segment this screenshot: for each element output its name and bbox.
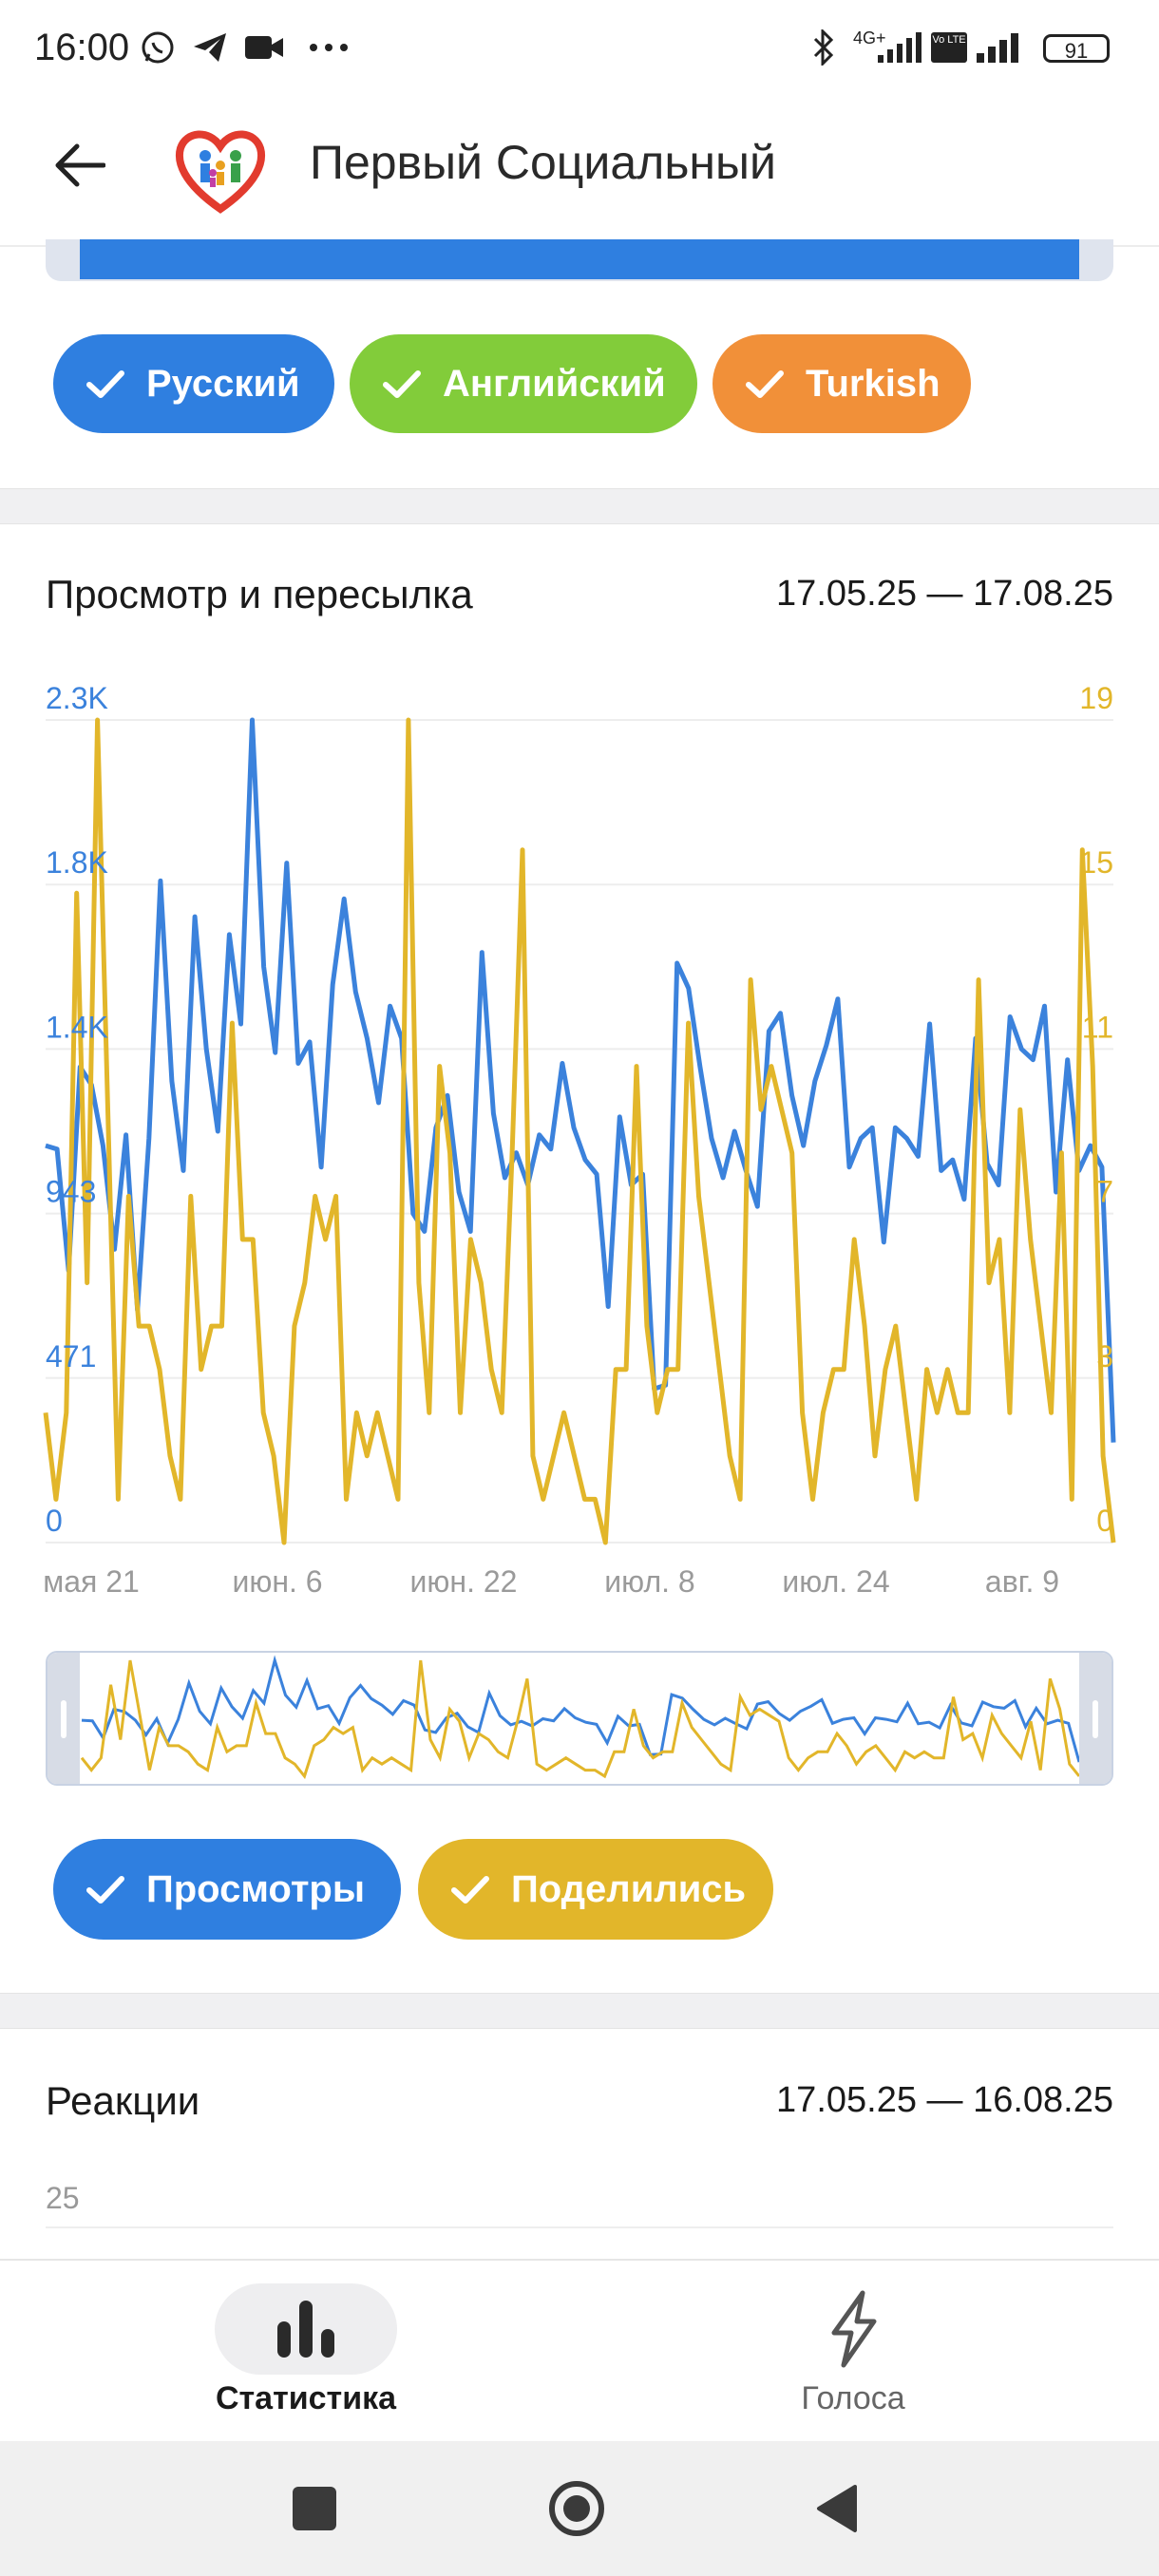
battery-icon: 91: [1043, 34, 1110, 63]
chip-label: Русский: [146, 362, 300, 405]
toggle-label: Просмотры: [146, 1867, 366, 1910]
check-icon: [86, 370, 124, 398]
toggle-views[interactable]: Просмотры: [53, 1839, 401, 1940]
date-range[interactable]: 17.05.25 — 16.08.25: [776, 2080, 1113, 2120]
volte-icon: Vo LTE: [931, 32, 967, 63]
x-tick-label: июл. 8: [604, 1564, 694, 1599]
y-left-tick-label: 0: [46, 1504, 63, 1538]
y-tick-label: 25: [46, 2181, 80, 2215]
nav-label-statistics[interactable]: Статистика: [215, 2380, 397, 2416]
views-shares-chart[interactable]: 0 0 471 3 943 7 1.4K 11 1.8K 15 2.3K 19 мая 21 июн. 6…: [0, 665, 1159, 1615]
y-right-tick-label: 19: [1079, 681, 1113, 715]
x-tick-label: мая 21: [43, 1564, 140, 1599]
date-range[interactable]: 17.05.25 — 17.08.25: [776, 574, 1113, 614]
heart-family-logo: [171, 120, 270, 218]
section-divider: [0, 488, 1159, 524]
bottom-nav: [0, 2259, 1159, 2443]
check-icon: [86, 1876, 124, 1904]
language-chip-english[interactable]: Английский: [350, 334, 697, 433]
square-icon[interactable]: [293, 2487, 336, 2530]
nav-item-votes[interactable]: [819, 2289, 887, 2369]
chart-mini-map[interactable]: [46, 1651, 1113, 1786]
x-tick-label: авг. 9: [985, 1564, 1059, 1599]
mini-map-right-handle[interactable]: [1079, 1653, 1112, 1784]
y-right-tick-label: 7: [1096, 1175, 1113, 1209]
series-line-views: [45, 717, 1116, 1443]
mini-series-views: [81, 1655, 1081, 1763]
y-left-tick-label: 2.3K: [46, 681, 108, 715]
check-icon: [451, 1876, 489, 1904]
x-tick-label: июл. 24: [782, 1564, 889, 1599]
telegram-icon: [190, 28, 230, 66]
toggle-label: Поделились: [511, 1867, 747, 1910]
check-icon: [383, 370, 421, 398]
circle-home-icon[interactable]: [547, 2479, 606, 2538]
more-icon: [308, 28, 350, 66]
y-right-tick-label: 15: [1079, 845, 1113, 880]
page-title: Первый Социальный: [310, 136, 776, 189]
x-tick-label: июн. 22: [410, 1564, 518, 1599]
nav-label-votes[interactable]: Голоса: [801, 2380, 905, 2416]
mini-series-shares: [80, 1659, 1081, 1780]
y-right-tick-label: 3: [1096, 1339, 1113, 1373]
video-icon: [243, 28, 285, 66]
y-left-tick-label: 471: [46, 1339, 96, 1373]
back-button[interactable]: [42, 127, 118, 203]
y-left-tick-label: 943: [46, 1175, 96, 1209]
y-right-tick-label: 11: [1082, 1010, 1113, 1044]
lightning-icon: [831, 2290, 877, 2368]
y-right-tick-label: 0: [1096, 1504, 1113, 1538]
x-tick-label: июн. 6: [232, 1564, 322, 1599]
mini-map-left-handle[interactable]: [48, 1653, 80, 1784]
signal-icon: [975, 28, 1028, 66]
chip-label: Turkish: [806, 362, 940, 405]
network-type-label: 4G+: [853, 28, 886, 47]
triangle-back-icon[interactable]: [813, 2483, 861, 2534]
language-chip-russian[interactable]: Русский: [53, 334, 334, 433]
range-selector-fill: [80, 239, 1079, 279]
language-chip-turkish[interactable]: Turkish: [712, 334, 971, 433]
signal-icon: [849, 28, 922, 66]
bluetooth-icon: [809, 28, 838, 66]
section-title: Просмотр и пересылка: [46, 572, 473, 616]
bar-chart-icon: [277, 2301, 334, 2358]
arrow-left-icon: [55, 143, 105, 187]
check-icon: [746, 370, 784, 398]
section-title: Реакции: [46, 2078, 200, 2123]
section-divider: [0, 1993, 1159, 2029]
status-time: 16:00: [34, 27, 130, 68]
y-left-tick-label: 1.4K: [46, 1010, 108, 1044]
whatsapp-icon: [139, 28, 177, 66]
gridline: [46, 2226, 1113, 2228]
nav-item-statistics[interactable]: [215, 2283, 397, 2375]
toggle-shares[interactable]: Поделились: [418, 1839, 773, 1940]
series-line-shares: [43, 717, 1116, 1545]
y-left-tick-label: 1.8K: [46, 845, 108, 880]
chip-label: Английский: [443, 362, 666, 405]
mini-map-lines: [80, 1655, 1081, 1780]
